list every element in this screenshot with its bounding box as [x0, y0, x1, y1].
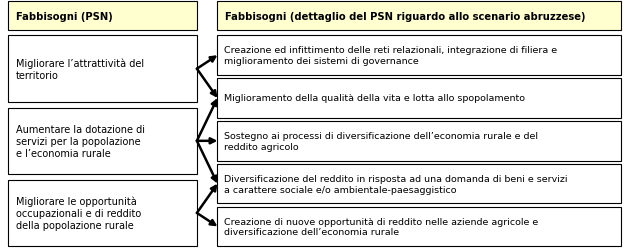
Text: Migliorare l’attrattività del
territorio: Migliorare l’attrattività del territorio	[16, 58, 144, 80]
FancyBboxPatch shape	[217, 36, 621, 76]
Text: Creazione di nuove opportunità di reddito nelle aziende agricole e
diversificazi: Creazione di nuove opportunità di reddit…	[224, 217, 538, 236]
FancyBboxPatch shape	[8, 36, 197, 102]
Text: Fabbisogni (PSN): Fabbisogni (PSN)	[16, 12, 112, 22]
FancyBboxPatch shape	[217, 164, 621, 203]
Text: Miglioramento della qualità della vita e lotta allo spopolamento: Miglioramento della qualità della vita e…	[224, 94, 525, 103]
FancyBboxPatch shape	[8, 180, 197, 246]
FancyBboxPatch shape	[217, 79, 621, 118]
Text: Fabbisogni (dettaglio del PSN riguardo allo scenario abruzzese): Fabbisogni (dettaglio del PSN riguardo a…	[225, 12, 586, 22]
Text: Creazione ed infittimento delle reti relazionali, integrazione di filiera e
migl: Creazione ed infittimento delle reti rel…	[224, 46, 557, 66]
Text: Aumentare la dotazione di
servizi per la popolazione
e l’economia rurale: Aumentare la dotazione di servizi per la…	[16, 124, 144, 158]
FancyBboxPatch shape	[217, 122, 621, 161]
Text: Migliorare le opportunità
occupazionali e di reddito
della popolazione rurale: Migliorare le opportunità occupazionali …	[16, 196, 141, 230]
Text: Sostegno ai processi di diversificazione dell’economia rurale e del
reddito agri: Sostegno ai processi di diversificazione…	[224, 132, 538, 151]
FancyBboxPatch shape	[8, 108, 197, 174]
FancyBboxPatch shape	[217, 2, 621, 31]
FancyBboxPatch shape	[8, 2, 197, 31]
FancyBboxPatch shape	[217, 207, 621, 246]
Text: Diversificazione del reddito in risposta ad una domanda di beni e servizi
a cara: Diversificazione del reddito in risposta…	[224, 174, 568, 194]
